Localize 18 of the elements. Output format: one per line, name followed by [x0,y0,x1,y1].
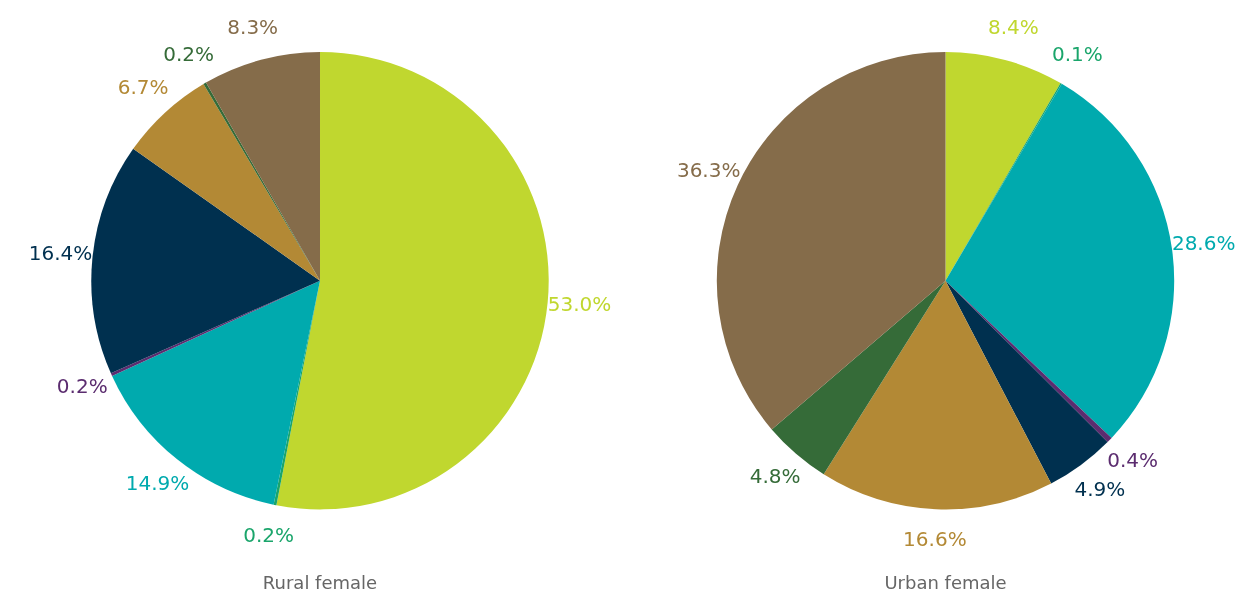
data-label: 16.4% [28,241,93,266]
data-label: 0.2% [243,522,295,547]
data-label: 8.3% [227,15,279,40]
data-label: 0.2% [163,41,214,66]
data-label: 0.2% [56,373,108,398]
text: Rural female [262,571,378,593]
data-label: 4.8% [749,464,801,489]
data-label: 16.6% [903,527,967,552]
data-label: 14.9% [125,470,190,495]
data-label: 28.6% [1171,230,1236,255]
data-label: 0.1% [1051,42,1103,67]
data-label: 6.7% [117,75,169,100]
data-label: 36.3% [676,157,741,182]
data-label: 8.4% [988,15,1039,40]
data-label: 4.9% [1074,476,1126,501]
data-label: 53.0% [547,291,612,316]
data-label: 0.4% [1107,448,1158,473]
text: Urban female [884,571,1007,593]
